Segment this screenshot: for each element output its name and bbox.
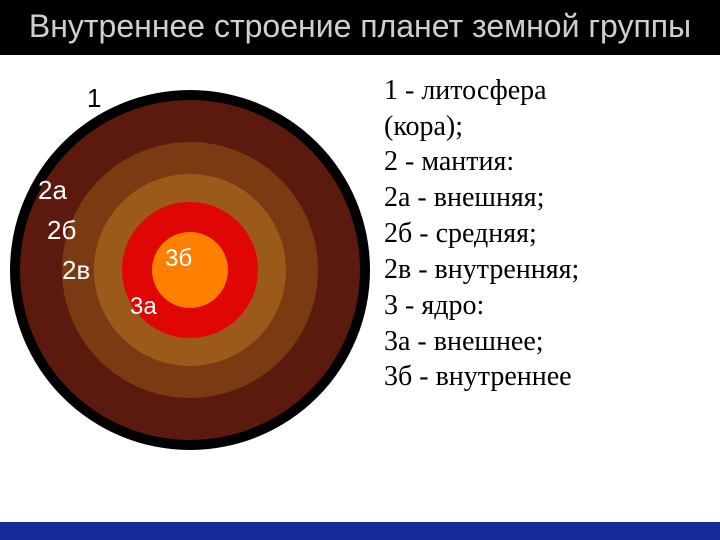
ring-label-2v: 2в [62,255,90,286]
ring-label-1: 1 [87,83,101,114]
legend-line: 2 - мантия: [384,144,712,180]
ring-label-2b: 2б [47,215,76,246]
diagram-panel: 1 2а 2б 2в 3а 3б [0,55,380,485]
ring-label-2a: 2а [38,175,67,206]
legend-line: 2в - внутренняя; [384,252,712,288]
legend-line: 3б - внутреннее [384,359,712,395]
legend-line: 3 - ядро: [384,288,712,324]
page-title: Внутреннее строение планет земной группы [10,8,710,45]
footer-bar [0,522,720,540]
ring-label-3b: 3б [165,245,192,273]
legend-line: 2б - средняя; [384,216,712,252]
header: Внутреннее строение планет земной группы [0,0,720,55]
legend-panel: 1 - литосфера (кора); 2 - мантия: 2а - в… [380,55,720,485]
legend-line: 2а - внешняя; [384,180,712,216]
ring-label-3a: 3а [130,293,157,321]
legend-line: 1 - литосфера [384,73,712,109]
legend-line: 3а - внешнее; [384,324,712,360]
content-row: 1 2а 2б 2в 3а 3б 1 - литосфера (кора); 2… [0,55,720,485]
legend-line: (кора); [384,109,712,145]
